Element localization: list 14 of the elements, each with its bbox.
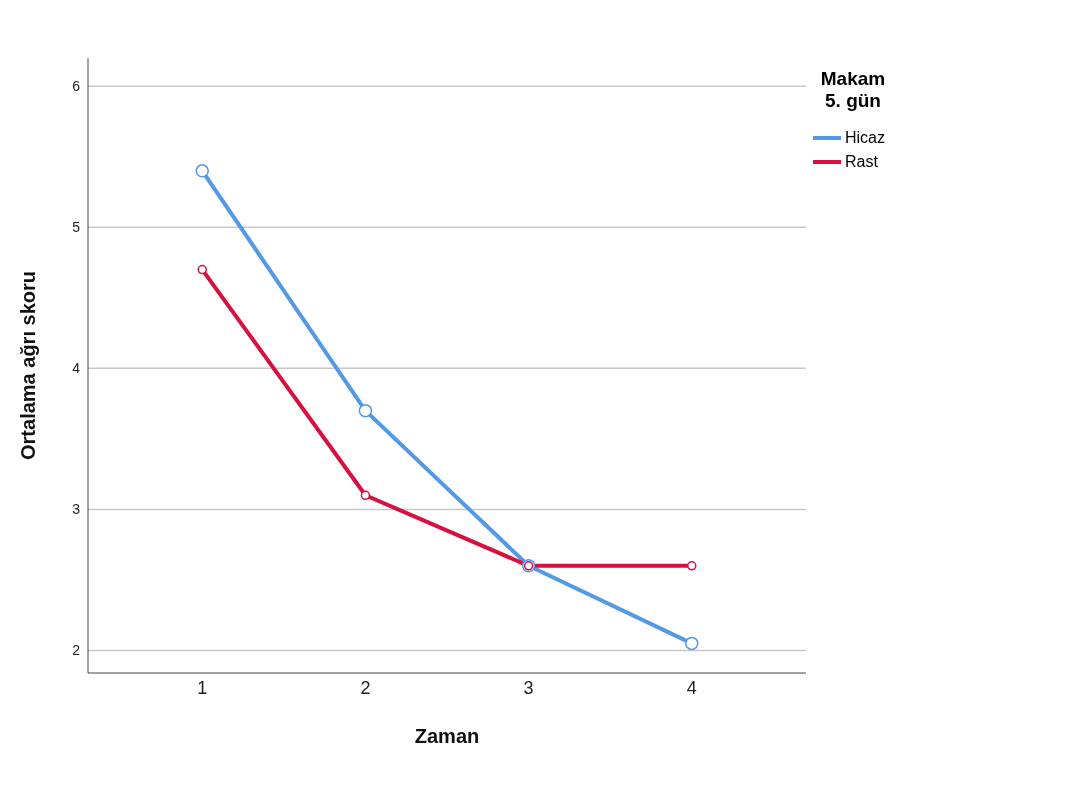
legend-label: Rast: [845, 153, 878, 171]
y-tick-label: 6: [72, 78, 81, 95]
legend-title: Makam 5. gün: [819, 68, 887, 112]
x-tick-label: 3: [523, 677, 534, 698]
y-tick-label: 4: [72, 360, 81, 377]
x-tick-label: 2: [360, 677, 371, 698]
x-tick-label: 4: [686, 677, 697, 698]
x-axis-title: Zaman: [414, 725, 480, 747]
y-tick-label: 3: [72, 501, 81, 518]
x-tick-label: 1: [197, 677, 208, 698]
legend-label: Hicaz: [845, 129, 886, 147]
y-tick-label: 2: [72, 642, 81, 659]
y-tick-label: 5: [72, 219, 81, 236]
y-axis-title: Ortalama ağrı skoru: [17, 271, 40, 460]
